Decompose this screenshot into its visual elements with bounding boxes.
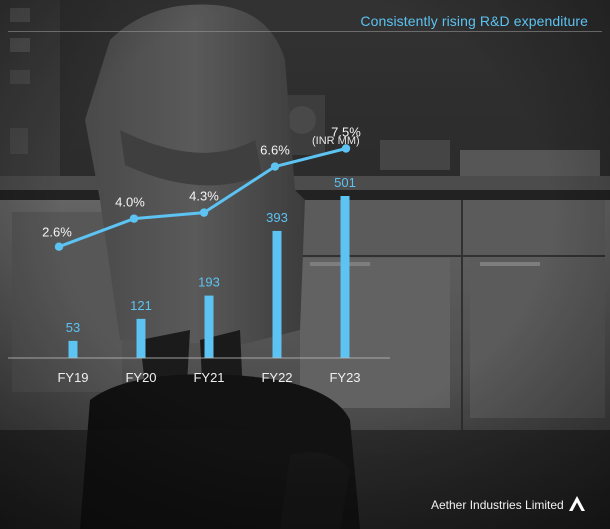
line-value-label: 4.3% (189, 189, 219, 204)
unit-label: (INR MM) (312, 135, 360, 147)
bar-fy22 (272, 230, 282, 358)
line-point (129, 214, 139, 223)
line-value-label: 6.6% (260, 143, 290, 158)
x-tick-label: FY21 (193, 370, 224, 385)
aether-chevron-logo-icon (569, 496, 585, 511)
bar-value-label: 121 (130, 298, 152, 313)
line-point (270, 162, 280, 171)
bar-fy23 (340, 196, 350, 358)
x-tick-label: FY19 (57, 370, 88, 385)
x-tick-label: FY20 (125, 370, 156, 385)
line-point (54, 242, 64, 251)
line-value-label: 2.6% (42, 225, 72, 240)
bar-value-label: 193 (198, 275, 220, 290)
x-tick-label: FY23 (329, 370, 360, 385)
x-tick-label: FY22 (261, 370, 292, 385)
bar-value-label: 393 (266, 210, 288, 225)
line-value-label: 7.5% (331, 125, 361, 140)
title-divider (8, 31, 602, 32)
bar-fy19 (68, 340, 78, 358)
bar-value-label: 53 (66, 320, 80, 335)
bar-fy21 (204, 295, 214, 358)
company-name: Aether Industries Limited (431, 498, 564, 512)
bar-value-label: 501 (334, 175, 356, 190)
line-point (199, 208, 209, 217)
bar-fy20 (136, 318, 146, 358)
line-value-label: 4.0% (115, 195, 145, 210)
line-point (341, 144, 351, 153)
chart-title: Consistently rising R&D expenditure (360, 13, 588, 29)
